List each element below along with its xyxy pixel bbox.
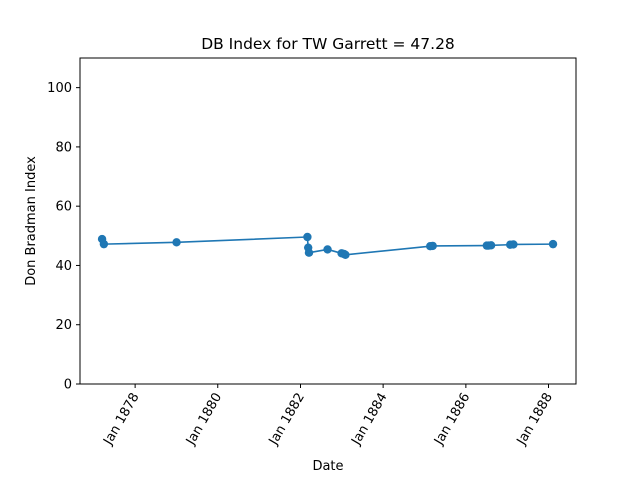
data-point (548, 239, 558, 249)
plot-frame (79, 57, 577, 385)
data-point (323, 245, 332, 254)
y-tick-label: 80 (55, 140, 72, 155)
y-axis-label: Don Bradman Index (24, 156, 39, 286)
data-point (99, 239, 109, 249)
data-point (172, 238, 181, 247)
chart-title: DB Index for TW Garrett = 47.28 (201, 35, 455, 53)
data-point (486, 241, 496, 250)
y-tick-label: 60 (55, 200, 72, 215)
plot-area (97, 232, 558, 259)
y-tick-label: 40 (55, 259, 72, 274)
y-tick-label: 100 (47, 81, 72, 96)
y-tick-label: 0 (64, 378, 72, 393)
data-point (304, 248, 314, 257)
data-point (341, 250, 350, 259)
y-tick-label: 20 (55, 318, 72, 333)
data-point (303, 232, 312, 242)
data-point (509, 240, 518, 249)
x-axis-label: Date (312, 459, 343, 474)
data-point (428, 241, 437, 251)
y-axis: 0 20 40 60 80 100 (47, 81, 80, 393)
